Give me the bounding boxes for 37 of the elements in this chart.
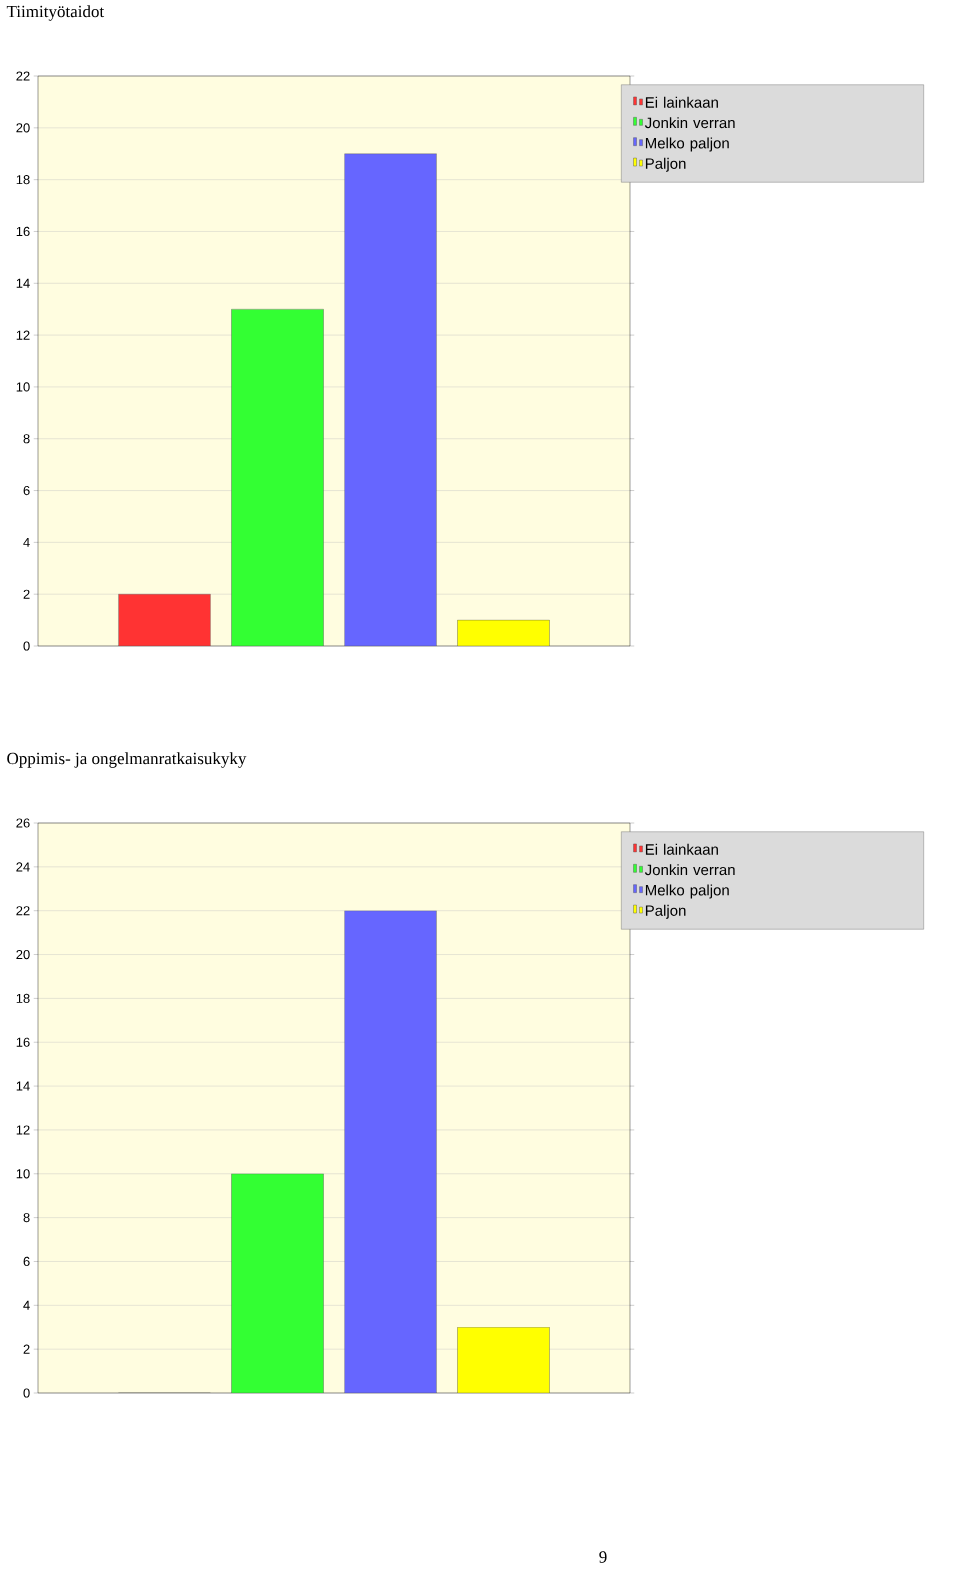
y-tick-label: 4 (23, 537, 30, 547)
y-tick-label: 20 (16, 949, 30, 960)
chart-title: Tiimityötaidot (6, 5, 105, 21)
y-tick-label: 2 (23, 589, 30, 599)
y-tick-label: 6 (23, 1256, 30, 1267)
y-tick-label: 16 (16, 226, 30, 237)
y-tick-label: 14 (16, 1081, 30, 1091)
legend-label: Paljon (645, 157, 686, 172)
y-tick-label: 10 (16, 1169, 30, 1179)
legend-label: Melko paljon (645, 137, 729, 152)
legend-label: Melko paljon (645, 884, 729, 899)
legend-label: Ei lainkaan (645, 96, 718, 108)
legend-label: Ei lainkaan (645, 843, 718, 855)
y-tick-label: 18 (16, 993, 30, 1003)
y-tick-label: 14 (16, 278, 30, 288)
y-tick-label: 6 (23, 485, 30, 496)
y-tick-label: 8 (23, 1213, 30, 1223)
legend-label: Jonkin verran (644, 864, 735, 876)
chart-title: Oppimis- ja ongelmanratkaisukyky (7, 752, 247, 768)
y-tick-label: 20 (16, 123, 30, 133)
y-tick-label: 0 (23, 641, 30, 651)
y-tick-label: 0 (23, 1388, 30, 1398)
y-tick-label: 12 (16, 330, 30, 340)
y-tick-label: 12 (16, 1125, 30, 1135)
y-tick-label: 16 (16, 1037, 30, 1047)
y-tick-label: 8 (23, 434, 30, 444)
y-tick-label: 10 (16, 382, 30, 392)
y-tick-label: 26 (16, 818, 30, 828)
y-tick-label: 22 (16, 71, 30, 81)
text: 9 (599, 1551, 607, 1563)
y-tick-label: 2 (23, 1344, 30, 1354)
y-tick-label: 4 (23, 1300, 30, 1310)
y-tick-label: 24 (16, 862, 30, 872)
y-tick-label: 22 (16, 906, 30, 916)
legend-label: Paljon (645, 904, 686, 919)
y-tick-label: 18 (16, 175, 30, 185)
legend-label: Jonkin verran (644, 117, 735, 129)
